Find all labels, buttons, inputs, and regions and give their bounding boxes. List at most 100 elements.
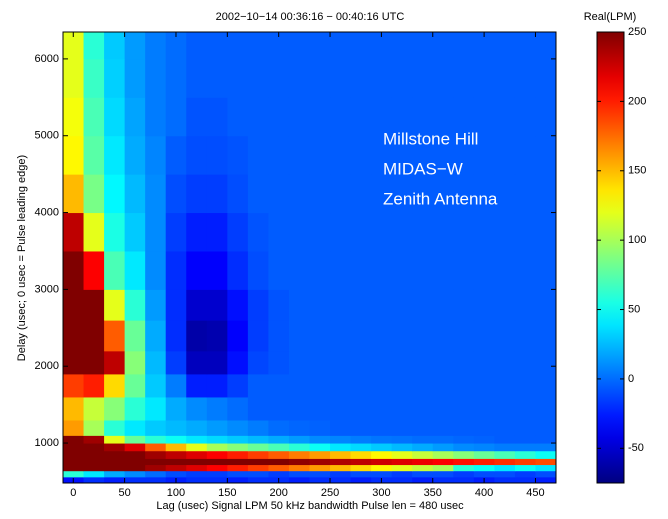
heatmap-cell [288,212,310,252]
heatmap-cell [83,476,105,484]
heatmap-cell [535,464,557,472]
heatmap-cell [350,32,372,60]
heatmap-cell [453,58,475,98]
heatmap-cell [535,476,557,484]
heatmap-cell [83,450,105,459]
x-tick-label: 0 [70,487,76,499]
heatmap-cell [63,135,85,175]
heatmap-cell [247,250,269,290]
heatmap-cell [145,58,167,98]
heatmap-cell [288,435,310,444]
heatmap-cell [124,458,146,466]
heatmap-cell [288,32,310,60]
heatmap-cell [514,373,536,398]
heatmap-cell [432,97,454,137]
heatmap-cell [350,470,372,478]
heatmap-cell [247,435,269,444]
heatmap-cell [186,373,208,398]
heatmap-cell [412,174,434,214]
x-tick-label: 100 [167,487,185,499]
heatmap-cell [473,443,495,452]
heatmap-cell [309,435,331,444]
heatmap-cell [268,289,290,321]
heatmap-cell [227,458,249,466]
heatmap-cell [247,320,269,352]
heatmap-cell [494,419,516,436]
heatmap-cell [124,443,146,452]
heatmap-cell [63,470,85,478]
heatmap-cell [247,470,269,478]
heatmap-cell [227,320,249,352]
heatmap-cell [412,464,434,472]
heatmap-cell [83,443,105,452]
heatmap-cell [63,212,85,252]
heatmap-cell [247,476,269,484]
heatmap-cell [535,443,557,452]
heatmap-cell [371,289,393,321]
heatmap-cell [453,419,475,436]
heatmap-cell [227,443,249,452]
heatmap-cell [268,435,290,444]
heatmap-cell [473,450,495,459]
x-tick-label: 300 [372,487,390,499]
heatmap-cell [145,289,167,321]
heatmap-cell [186,32,208,60]
heatmap-cell [206,458,228,466]
heatmap-cell [227,97,249,137]
heatmap-cell [247,32,269,60]
heatmap-cell [514,450,536,459]
heatmap-cell [453,289,475,321]
heatmap-cell [206,174,228,214]
heatmap-cell [473,250,495,290]
heatmap-cell [412,373,434,398]
heatmap-cell [165,350,187,375]
heatmap-cell [206,350,228,375]
heatmap-cell [247,289,269,321]
heatmap-cell [453,476,475,484]
heatmap-cell [535,250,557,290]
colorbar-label: Real(LPM) [584,11,637,23]
heatmap-cell [186,250,208,290]
heatmap-cell [83,435,105,444]
heatmap-cell [104,250,126,290]
heatmap-cell [309,443,331,452]
heatmap-cell [535,320,557,352]
heatmap-cell [268,350,290,375]
heatmap-cell [104,373,126,398]
heatmap-cell [514,350,536,375]
y-tick-label: 6000 [35,53,59,65]
heatmap-cell [124,373,146,398]
heatmap-cell [350,458,372,466]
heatmap-cell [145,396,167,421]
heatmap-cell [494,373,516,398]
heatmap-cell [288,289,310,321]
heatmap-cell [186,464,208,472]
heatmap-cell [432,350,454,375]
heatmap-cell [473,373,495,398]
heatmap-cell [145,443,167,452]
heatmap-cell [247,174,269,214]
heatmap-cell [453,435,475,444]
heatmap-cell [371,350,393,375]
heatmap-cell [186,97,208,137]
heatmap-cell [494,476,516,484]
heatmap-cell [453,396,475,421]
heatmap-cell [268,450,290,459]
heatmap-cell [330,350,352,375]
heatmap-cell [350,350,372,375]
heatmap-cell [227,135,249,175]
plot-frame [62,31,557,484]
heatmap-cell [145,135,167,175]
heatmap-cell [535,212,557,252]
heatmap-cell [535,419,557,436]
heatmap-cell [145,97,167,137]
heatmap-cell [350,435,372,444]
heatmap-cell [124,464,146,472]
heatmap-cell [432,396,454,421]
heatmap-cell [514,174,536,214]
heatmap-cell [83,320,105,352]
heatmap-cell [165,32,187,60]
heatmap-cell [124,58,146,98]
heatmap-cell [309,450,331,459]
heatmap-cell [391,289,413,321]
